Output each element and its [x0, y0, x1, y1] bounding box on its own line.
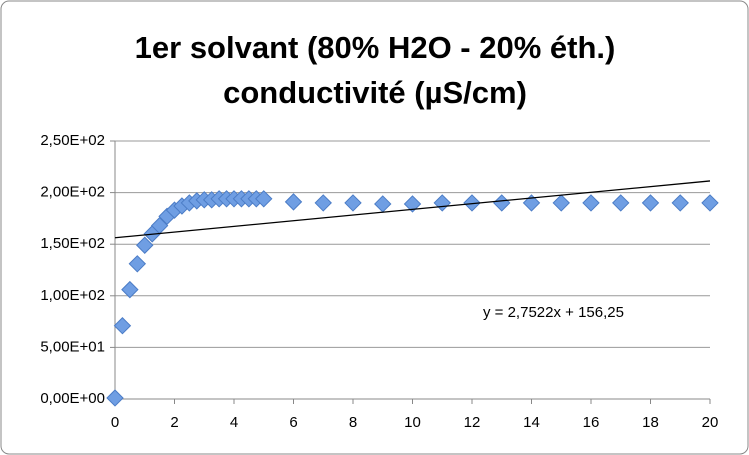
point — [463, 194, 481, 212]
chart-title: 1er solvant (80% H2O - 20% éth.) — [135, 30, 616, 65]
y-tick-label: 0,00E+00 — [40, 390, 105, 407]
trendline — [114, 180, 711, 239]
x-tick-label: 6 — [289, 414, 297, 431]
y-tick-label: 2,00E+02 — [40, 184, 105, 201]
point — [113, 317, 132, 335]
point — [128, 255, 147, 273]
x-tick-label: 12 — [464, 414, 481, 431]
x-tick-label: 2 — [170, 414, 178, 431]
y-tick-label: 5,00E+01 — [40, 338, 105, 355]
point — [136, 236, 154, 254]
point — [641, 194, 660, 212]
point — [284, 193, 303, 211]
x-tick-label: 18 — [642, 414, 659, 431]
point — [314, 194, 332, 212]
point — [255, 190, 273, 208]
point — [582, 194, 600, 212]
x-tick-label: 8 — [349, 414, 357, 431]
y-tick-label: 2,50E+02 — [40, 132, 105, 149]
x-tick-label: 4 — [230, 414, 238, 431]
point — [612, 194, 630, 212]
trendline-label: y = 2,7522x + 156,25 — [483, 304, 624, 321]
x-tick-label: 20 — [702, 414, 719, 431]
point — [106, 389, 124, 407]
y-tick-label: 1,50E+02 — [40, 235, 105, 252]
point — [701, 194, 719, 212]
x-tick-label: 14 — [523, 414, 540, 431]
point — [671, 194, 689, 212]
point — [344, 194, 362, 212]
x-tick-label: 16 — [583, 414, 600, 431]
point — [552, 194, 570, 212]
x-tick-label: 10 — [404, 414, 421, 431]
point — [403, 195, 422, 213]
chart-title: conductivité (µS/cm) — [223, 75, 527, 110]
y-tick-label: 1,00E+02 — [40, 287, 105, 304]
x-tick-label: 0 — [111, 414, 119, 431]
point — [121, 280, 139, 299]
